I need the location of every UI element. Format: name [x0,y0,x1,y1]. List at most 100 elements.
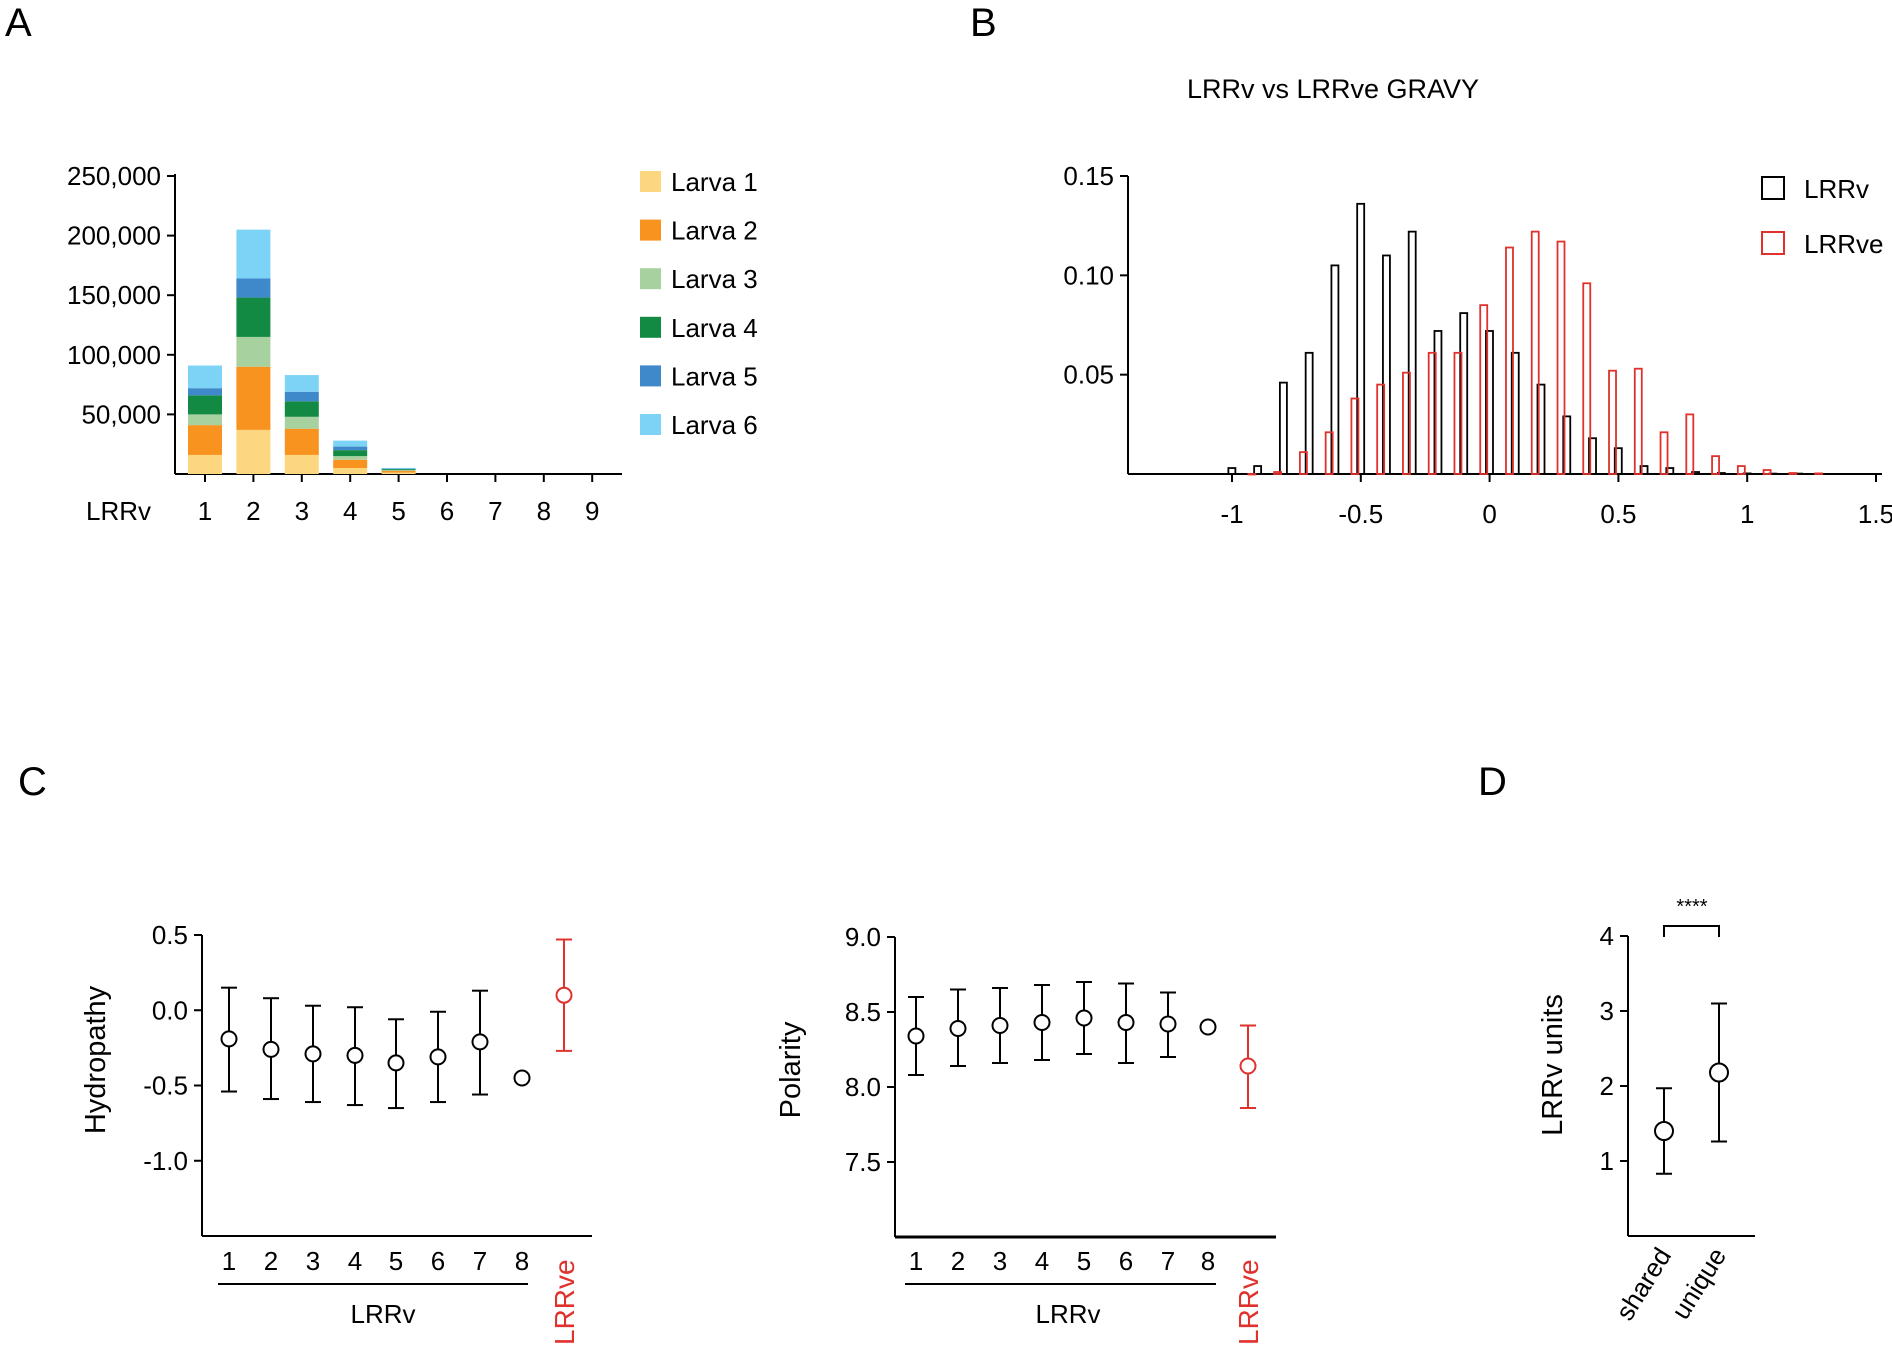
panel-c-polarity-mean-point [1199,1018,1217,1036]
panel-c-hydropathy-x-tick-label: 7 [473,1246,487,1276]
panel-a-legend-label: Larva 5 [671,361,758,391]
panel-c-polarity-x-tick-label: 3 [993,1246,1007,1276]
panel-c-hydropathy-mean-point [513,1069,531,1087]
panel-a-legend-swatch [640,316,661,338]
panel-a-bar-segment [333,440,368,447]
panel-a-bar-segment [284,391,319,402]
panel-b-bar [1762,469,1772,475]
panel-c-polarity-x-tick-label: 5 [1077,1246,1091,1276]
panel-c-hydropathy-mean-point [262,1040,280,1058]
panel-c-polarity-mean-point [907,1027,925,1045]
panel-b-bar [1350,397,1360,475]
panel-a-bar-segment [188,365,222,389]
panel-b-bar [1613,447,1623,475]
panel-c-polarity-mean-point [991,1017,1009,1034]
panel-a-bar-segment [333,459,368,469]
panel-c-polarity-y-tick-label: 8.0 [845,1072,881,1102]
panel-c-hydropathy-x-tick-label: 8 [515,1246,529,1276]
panel-b-bar [1659,431,1669,475]
panel-a-y-tick-label: 150,000 [67,280,161,310]
panel-c-hydropathy-x-tick-label: 4 [348,1246,362,1276]
panel-b-x-tick-label: 1.5 [1858,499,1892,529]
panel-b-bar [1356,202,1366,475]
panel-a-bar-segment [284,416,319,429]
panel-c-hydropathy-mean-point [387,1054,405,1072]
panel-a-bar-segment [236,336,271,367]
panel-a-bar-segment [284,401,319,417]
panel-a-stacked-bar-chart: 50,000 100,000 150,000 200,000 250,000 LRRv 1 2… [67,161,758,526]
panel-a-bar-segment [333,468,368,474]
panel-b-bar [1536,383,1546,475]
panel-a-bar-segment [381,470,416,471]
panel-d-significance-bracket [1663,925,1720,937]
panel-b-bar [1253,465,1263,475]
panel-c-polarity-plot: 9.0 8.5 8.0 7.5 Polarity 1 2 3 4 5 6 7 8 LRRv LRRve [775,922,1276,1345]
panel-c-hydropathy-x-tick-label: 1 [222,1246,236,1276]
panel-a-bar-segment [236,366,271,430]
panel-c-hydropathy-x-tick-label: 2 [264,1246,278,1276]
panel-a-legend-label: Larva 2 [671,216,758,246]
panel-label-b: B [970,1,997,45]
panel-label-d: D [1478,760,1507,804]
panel-c-polarity-y-tick-label: 8.5 [845,997,881,1027]
panel-a-x-tick-label: 7 [488,496,502,526]
panel-c-polarity-mean-point [1117,1014,1135,1031]
panel-b-bar [1556,240,1566,475]
panel-b-bar [1304,351,1314,475]
panel-c-hydropathy-y-tick-label: -0.5 [143,1071,188,1101]
panel-a-legend-label: Larva 4 [671,313,758,343]
panel-b-bar [1427,351,1437,475]
panel-a-bar-segment [188,454,222,474]
panel-a-bar-segment [284,375,319,392]
panel-b-title: LRRv vs LRRve GRAVY [1187,74,1479,104]
panel-a-y-tick-label: 100,000 [67,340,161,370]
panel-a-x-tick-label: 8 [537,496,551,526]
panel-b-legend-swatch [1761,176,1785,200]
panel-b-bar [1376,383,1386,475]
panel-b-bar [1510,351,1520,475]
panel-c-hydropathy-y-axis-label: Hydropathy [80,985,112,1134]
panel-b-bar [1665,467,1675,475]
panel-c-hydropathy-mean-point [304,1045,322,1063]
panel-a-x-tick-label: 3 [295,496,309,526]
panel-b-bar [1273,471,1283,475]
panel-b-bar [1691,471,1700,475]
panel-b-bar [1814,472,1823,475]
panel-a-bar-segment [333,450,368,457]
panel-d-y-axis-label: LRRv units [1537,994,1569,1136]
panel-b-legend-label: LRRve [1804,229,1883,259]
panel-a-bar-segment [381,472,416,474]
panel-b-bar [1227,467,1237,475]
panel-d-y-tick-label: 4 [1600,921,1614,951]
panel-a-legend-swatch [640,171,661,192]
panel-d-mean-point [1709,1062,1729,1083]
panel-b-bar [1582,282,1592,475]
panel-b-bar [1330,264,1340,475]
panel-b-bar [1324,431,1334,475]
panel-a-bar-segment [333,456,368,460]
panel-a-bar-segment [236,297,271,337]
panel-b-bar [1639,465,1649,475]
panel-b-bar [1299,451,1308,475]
panel-a-legend-label: Larva 3 [671,264,758,294]
panel-d-x-tick-label: shared [1610,1242,1678,1325]
panel-d-significance-stars: **** [1676,896,1707,918]
panel-c-polarity-x-tick-label: 1 [909,1246,923,1276]
panel-d-y-tick-label: 1 [1600,1146,1614,1176]
panel-c-hydropathy-mean-point [220,1030,238,1048]
panel-c-hydropathy-x-tick-label: 5 [389,1246,403,1276]
panel-b-bar [1247,473,1257,476]
panel-b-x-tick-label: 0.5 [1600,499,1636,529]
panel-b-x-tick-label: -0.5 [1338,499,1383,529]
panel-b-bar [1402,371,1411,475]
panel-c-polarity-x-tick-label: 4 [1035,1246,1049,1276]
panel-c-polarity-y-tick-label: 9.0 [845,922,881,952]
panel-a-y-tick-label: 50,000 [81,399,161,429]
panel-b-legend-swatch [1761,231,1785,255]
panel-a-bar-segment [381,470,416,473]
panel-c-hydropathy-x-tick-label: 6 [431,1246,445,1276]
panel-a-bar-segment [236,229,271,279]
panel-a-bar-segment [236,429,271,474]
panel-b-bar [1562,415,1572,475]
